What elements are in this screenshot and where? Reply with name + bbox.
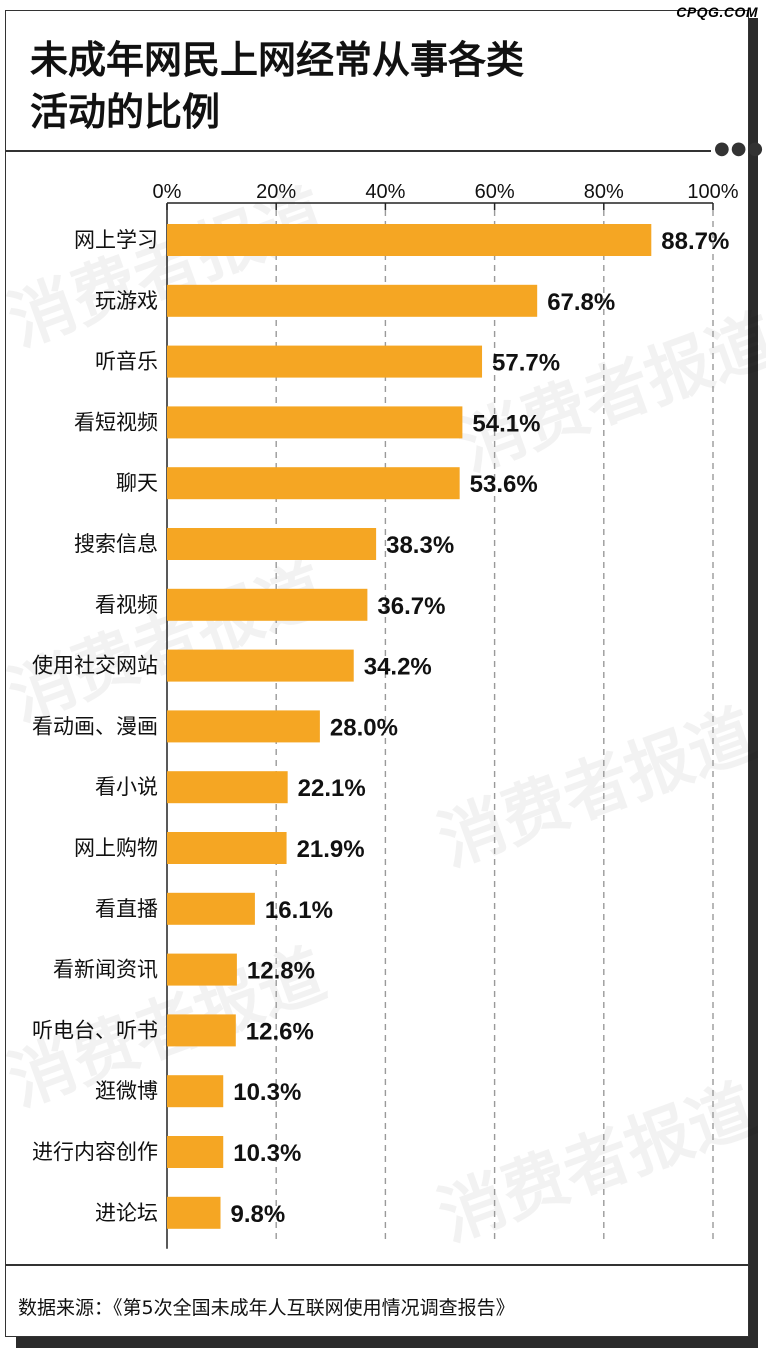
value-label: 12.8%	[247, 958, 315, 985]
value-label: 10.3%	[233, 1140, 301, 1167]
bar	[167, 588, 368, 621]
category-label: 网上学习	[74, 228, 158, 252]
x-tick-label: 0%	[153, 181, 182, 203]
value-label: 28.0%	[330, 714, 398, 741]
category-label: 看新闻资讯	[53, 958, 158, 982]
category-label: 网上购物	[74, 836, 158, 860]
category-label: 听音乐	[95, 350, 158, 374]
value-label: 12.6%	[246, 1018, 314, 1045]
category-label: 逛微博	[95, 1079, 158, 1103]
bar	[167, 284, 538, 317]
bar	[167, 224, 652, 256]
bar	[167, 1014, 236, 1047]
value-label: 22.1%	[298, 775, 366, 802]
category-label: 使用社交网站	[32, 654, 158, 678]
title-line-1: 未成年网民上网经常从事各类	[30, 38, 525, 82]
category-label: 搜索信息	[74, 532, 158, 556]
value-label: 38.3%	[386, 532, 454, 559]
bar	[167, 649, 354, 682]
bar	[167, 953, 237, 986]
category-label: 看直播	[95, 897, 158, 921]
category-label: 看视频	[95, 593, 158, 617]
value-label: 57.7%	[492, 350, 560, 377]
title-line-2: 活动的比例	[30, 90, 221, 134]
bar	[167, 892, 255, 925]
x-tick-label: 20%	[256, 181, 296, 203]
bar	[167, 467, 460, 500]
bar	[167, 832, 287, 864]
bar	[167, 406, 463, 439]
value-label: 53.6%	[470, 471, 538, 498]
value-label: 9.8%	[231, 1201, 286, 1228]
x-tick-label: 60%	[475, 181, 515, 203]
value-label: 36.7%	[377, 593, 445, 620]
more-dots-icon: ●●●	[714, 138, 765, 159]
chart-title: 未成年网民上网经常从事各类 活动的比例	[30, 34, 670, 138]
bar	[167, 1136, 224, 1168]
value-label: 88.7%	[661, 228, 729, 255]
value-label: 54.1%	[472, 410, 540, 437]
value-label: 67.8%	[547, 289, 615, 316]
category-label: 聊天	[116, 471, 158, 495]
value-label: 10.3%	[233, 1079, 301, 1106]
value-label: 21.9%	[297, 836, 365, 863]
x-tick-label: 100%	[687, 181, 738, 203]
x-tick-label: 40%	[365, 181, 405, 203]
bar	[167, 528, 377, 560]
value-label: 34.2%	[364, 654, 432, 681]
category-label: 看短视频	[74, 410, 158, 434]
value-label: 16.1%	[265, 897, 333, 924]
footer-divider	[5, 1264, 749, 1266]
category-label: 看动画、漫画	[32, 714, 158, 738]
category-label: 进行内容创作	[32, 1140, 158, 1164]
bar	[167, 1196, 221, 1229]
bar	[167, 710, 320, 743]
x-tick-label: 80%	[584, 181, 624, 203]
bar	[167, 345, 483, 378]
bar	[167, 771, 288, 804]
bar-chart: 0% 20% 40% 60% 80% 100% 网上学习 88.7% 玩游戏 67.8% 听音乐 57…	[32, 181, 739, 1249]
category-label: 玩游戏	[95, 289, 158, 313]
category-label: 看小说	[95, 775, 158, 799]
brand-logo: CPQG.COM	[676, 4, 758, 20]
title-divider	[5, 150, 711, 152]
bar	[167, 1075, 224, 1108]
category-label: 听电台、听书	[32, 1018, 158, 1042]
source-note: 数据来源：《第5次全国未成年人互联网使用情况调查报告》	[18, 1297, 515, 1319]
category-label: 进论坛	[95, 1201, 158, 1225]
